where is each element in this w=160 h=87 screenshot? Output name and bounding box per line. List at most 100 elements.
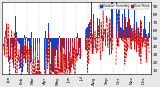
Bar xyxy=(76,38,77,51)
Bar xyxy=(33,38,34,64)
Bar xyxy=(23,38,24,55)
Bar xyxy=(140,22,141,38)
Bar xyxy=(54,38,55,56)
Bar xyxy=(97,33,98,38)
Bar xyxy=(136,22,137,38)
Bar xyxy=(87,38,88,72)
Bar xyxy=(31,32,32,38)
Bar xyxy=(85,38,86,50)
Bar xyxy=(39,38,40,43)
Bar xyxy=(72,38,73,42)
Bar xyxy=(62,38,63,73)
Bar xyxy=(122,35,123,38)
Bar xyxy=(53,38,54,72)
Bar xyxy=(35,38,36,60)
Bar xyxy=(78,38,79,55)
Bar xyxy=(27,38,28,55)
Bar xyxy=(140,20,141,38)
Bar xyxy=(37,38,38,54)
Bar xyxy=(61,38,62,72)
Bar xyxy=(111,2,112,38)
Bar xyxy=(65,25,66,38)
Bar xyxy=(15,16,16,38)
Bar xyxy=(49,38,50,74)
Bar xyxy=(120,27,121,38)
Bar xyxy=(49,38,50,59)
Bar xyxy=(45,38,46,74)
Bar xyxy=(109,38,110,55)
Bar xyxy=(87,27,88,38)
Bar xyxy=(138,29,139,38)
Bar xyxy=(142,38,143,47)
Bar xyxy=(70,38,71,72)
Bar xyxy=(71,38,72,61)
Bar xyxy=(6,27,7,38)
Bar xyxy=(91,2,92,38)
Bar xyxy=(29,38,30,74)
Bar xyxy=(35,38,36,51)
Bar xyxy=(45,31,46,38)
Bar xyxy=(138,38,139,47)
Bar xyxy=(14,38,15,40)
Bar xyxy=(28,38,29,41)
Bar xyxy=(72,38,73,46)
Bar xyxy=(129,19,130,38)
Bar xyxy=(39,38,40,67)
Bar xyxy=(95,38,96,48)
Bar xyxy=(124,8,125,38)
Bar xyxy=(103,38,104,41)
Bar xyxy=(130,25,131,38)
Bar xyxy=(19,38,20,69)
Bar xyxy=(54,38,55,74)
Bar xyxy=(148,33,149,38)
Bar xyxy=(57,38,58,67)
Bar xyxy=(68,38,69,57)
Bar xyxy=(4,37,5,38)
Bar xyxy=(24,38,25,59)
Bar xyxy=(33,38,34,54)
Bar xyxy=(146,34,147,38)
Bar xyxy=(56,38,57,50)
Bar xyxy=(147,38,148,42)
Bar xyxy=(126,38,127,39)
Bar xyxy=(17,38,18,41)
Bar xyxy=(40,38,41,63)
Bar xyxy=(26,37,27,38)
Bar xyxy=(99,19,100,38)
Bar xyxy=(78,38,79,51)
Bar xyxy=(36,38,37,68)
Bar xyxy=(100,12,101,38)
Bar xyxy=(97,18,98,38)
Bar xyxy=(62,38,63,46)
Bar xyxy=(101,29,102,38)
Bar xyxy=(12,38,13,59)
Bar xyxy=(16,32,17,38)
Bar xyxy=(144,16,145,38)
Bar xyxy=(68,38,69,62)
Bar xyxy=(134,38,135,49)
Bar xyxy=(139,33,140,38)
Bar xyxy=(121,28,122,38)
Bar xyxy=(64,38,65,49)
Bar xyxy=(4,38,5,55)
Bar xyxy=(105,38,106,46)
Bar xyxy=(91,38,92,42)
Bar xyxy=(46,38,47,55)
Bar xyxy=(18,38,19,43)
Bar xyxy=(66,38,67,69)
Bar xyxy=(74,38,75,40)
Bar xyxy=(29,38,30,54)
Bar xyxy=(143,30,144,38)
Bar xyxy=(7,38,8,43)
Bar xyxy=(96,37,97,38)
Bar xyxy=(88,24,89,38)
Bar xyxy=(10,38,11,59)
Bar xyxy=(142,38,143,47)
Bar xyxy=(104,7,105,38)
Bar xyxy=(117,38,118,46)
Bar xyxy=(92,35,93,38)
Bar xyxy=(93,14,94,38)
Bar xyxy=(86,28,87,38)
Bar xyxy=(76,37,77,38)
Bar xyxy=(130,38,131,42)
